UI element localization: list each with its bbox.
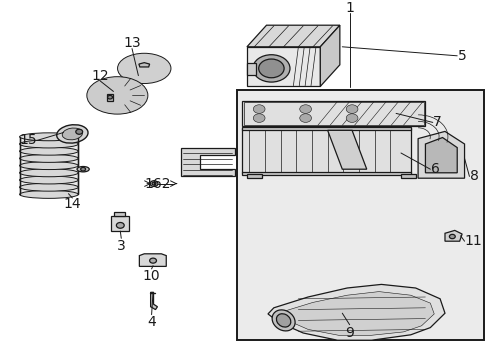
Circle shape — [76, 129, 82, 134]
Circle shape — [81, 167, 85, 171]
Ellipse shape — [57, 125, 88, 143]
Ellipse shape — [20, 162, 78, 170]
Text: 13: 13 — [123, 36, 141, 50]
Ellipse shape — [20, 190, 78, 198]
Circle shape — [252, 55, 289, 82]
Polygon shape — [242, 128, 410, 173]
Text: 14: 14 — [63, 197, 81, 211]
Ellipse shape — [20, 133, 78, 141]
Circle shape — [116, 222, 124, 228]
Polygon shape — [425, 138, 456, 173]
Polygon shape — [246, 174, 261, 178]
Polygon shape — [444, 230, 461, 241]
Bar — [106, 94, 113, 101]
Circle shape — [253, 105, 264, 113]
Polygon shape — [267, 284, 444, 340]
Ellipse shape — [20, 154, 78, 162]
Polygon shape — [181, 148, 234, 176]
Text: 12: 12 — [91, 69, 109, 82]
Circle shape — [149, 258, 156, 263]
Ellipse shape — [20, 176, 78, 184]
Polygon shape — [139, 254, 166, 266]
Ellipse shape — [87, 77, 147, 114]
Bar — [114, 212, 125, 216]
Polygon shape — [246, 25, 339, 47]
Text: 4: 4 — [147, 315, 156, 329]
Text: 3: 3 — [117, 239, 125, 252]
Polygon shape — [20, 137, 78, 194]
Polygon shape — [150, 292, 157, 310]
Ellipse shape — [77, 166, 89, 172]
Polygon shape — [417, 131, 464, 178]
Text: 162: 162 — [144, 177, 170, 190]
Text: 7: 7 — [432, 116, 441, 129]
Circle shape — [346, 105, 357, 113]
Circle shape — [152, 182, 156, 185]
Ellipse shape — [122, 56, 165, 81]
Text: 10: 10 — [142, 269, 160, 283]
Circle shape — [258, 59, 284, 78]
Polygon shape — [242, 172, 410, 175]
Ellipse shape — [20, 169, 78, 177]
Circle shape — [150, 181, 158, 186]
Polygon shape — [277, 292, 433, 336]
Text: 5: 5 — [457, 49, 466, 63]
Ellipse shape — [95, 82, 140, 109]
Circle shape — [299, 105, 311, 113]
Text: 9: 9 — [345, 326, 353, 339]
Circle shape — [253, 114, 264, 122]
Polygon shape — [327, 130, 366, 169]
Ellipse shape — [127, 59, 161, 78]
Ellipse shape — [20, 140, 78, 148]
Polygon shape — [242, 101, 425, 126]
Circle shape — [346, 114, 357, 122]
Polygon shape — [246, 47, 320, 86]
Ellipse shape — [91, 79, 143, 112]
Ellipse shape — [117, 53, 171, 84]
Text: 1: 1 — [345, 1, 353, 15]
Polygon shape — [320, 25, 339, 86]
Ellipse shape — [20, 183, 78, 191]
Text: 11: 11 — [464, 234, 481, 248]
Polygon shape — [246, 63, 255, 75]
Bar — [111, 216, 128, 231]
Circle shape — [107, 95, 112, 99]
Polygon shape — [139, 63, 149, 67]
Text: 6: 6 — [430, 162, 439, 176]
Ellipse shape — [20, 147, 78, 155]
Circle shape — [299, 114, 311, 122]
Text: 8: 8 — [469, 170, 478, 183]
Text: 15: 15 — [20, 134, 37, 147]
Ellipse shape — [99, 84, 135, 107]
Polygon shape — [400, 174, 415, 178]
Bar — [237, 90, 483, 340]
Circle shape — [448, 234, 454, 239]
Ellipse shape — [271, 310, 295, 331]
Polygon shape — [242, 127, 410, 130]
Ellipse shape — [276, 314, 290, 327]
Ellipse shape — [62, 128, 82, 140]
